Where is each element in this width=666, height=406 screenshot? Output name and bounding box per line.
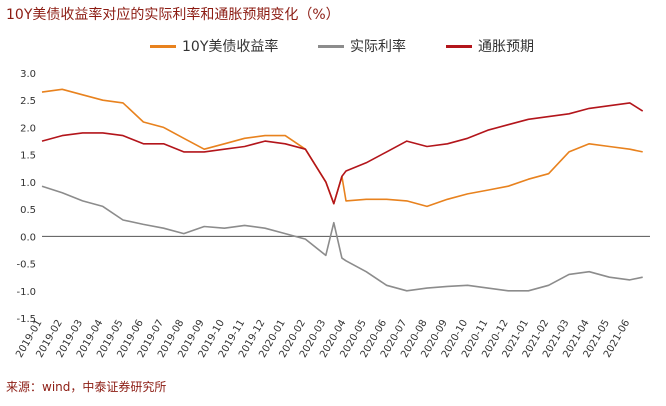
series-line-real-rate <box>41 185 643 292</box>
legend-swatch-real-rate <box>318 44 344 48</box>
y-tick-label: 0.0 <box>20 232 36 243</box>
chart-title: 10Y美债收益率对应的实际利率和通胀预期变化（%） <box>6 7 340 23</box>
y-tick-label: -1.0 <box>16 287 36 298</box>
y-tick-label: 1.5 <box>20 151 36 162</box>
y-tick-label: -0.5 <box>16 260 36 271</box>
legend-item-inflation: 通胀预期 <box>446 36 534 56</box>
y-tick-label: 1.0 <box>20 178 36 189</box>
legend-swatch-inflation <box>446 44 472 48</box>
y-tick-label: 0.5 <box>20 205 36 216</box>
legend-label-inflation: 通胀预期 <box>478 39 534 55</box>
legend-label-yield: 10Y美债收益率 <box>182 39 279 55</box>
legend-item-real-rate: 实际利率 <box>318 36 406 56</box>
y-tick-label: 2.5 <box>20 96 36 107</box>
y-tick-label: -1.5 <box>16 314 36 325</box>
legend-item-yield: 10Y美债收益率 <box>150 36 278 56</box>
series-line-yield <box>41 88 643 208</box>
source-note: 来源：wind，中泰证券研究所 <box>6 380 167 394</box>
series-line-inflation <box>41 102 644 205</box>
legend-swatch-yield <box>150 44 176 48</box>
y-tick-label: 3.0 <box>20 69 36 80</box>
legend-label-real-rate: 实际利率 <box>350 39 406 55</box>
legend: 10Y美债收益率 实际利率 通胀预期 <box>0 36 666 58</box>
y-tick-label: 2.0 <box>20 123 36 134</box>
